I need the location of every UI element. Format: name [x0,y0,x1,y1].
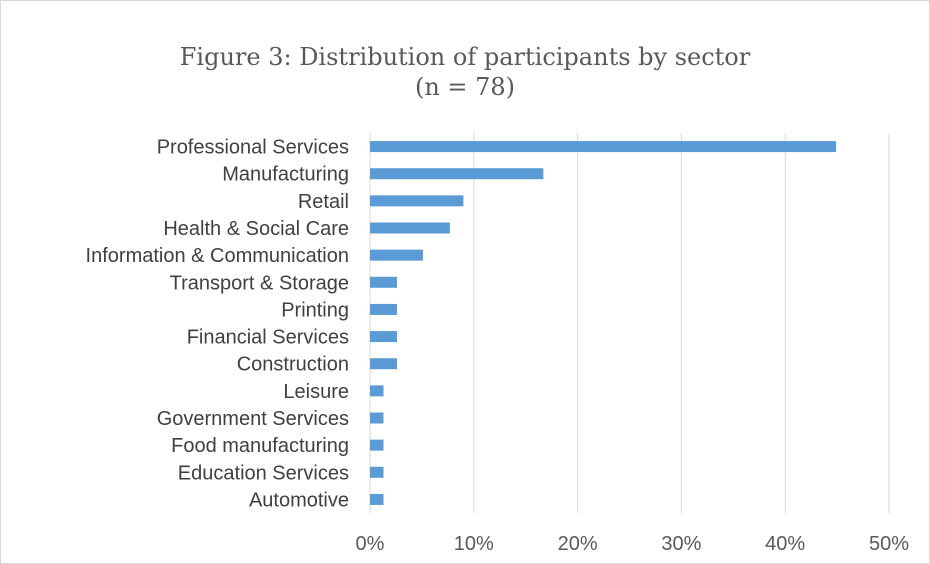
bar [370,331,397,343]
x-tick-label: 50% [869,533,909,555]
category-label: Food manufacturing [171,435,349,457]
category-label: Manufacturing [222,164,349,186]
chart-subtitle: (n = 78) [414,73,516,101]
category-label: Automotive [249,489,349,511]
bar [370,385,384,397]
category-label: Education Services [178,462,349,484]
bar [370,439,384,451]
category-label: Leisure [283,381,349,403]
chart-title: Figure 3: Distribution of participants b… [179,43,751,71]
category-label: Transport & Storage [170,272,349,294]
category-label: Government Services [157,408,349,430]
bar [370,195,464,207]
bar [370,222,450,234]
bar [370,303,397,315]
category-label: Health & Social Care [163,218,349,240]
x-tick-label: 30% [661,533,701,555]
bar [370,168,544,180]
category-label: Construction [237,354,349,376]
bar [370,466,384,478]
x-tick-label: 10% [454,533,494,555]
bar [370,493,384,505]
bar [370,358,397,370]
category-label: Information & Communication [86,245,349,267]
bar [370,412,384,424]
x-tick-label: 0% [356,533,385,555]
bar [370,141,837,153]
x-tick-label: 40% [765,533,805,555]
category-label: Financial Services [187,327,349,349]
category-label: Professional Services [157,137,349,159]
category-label: Retail [298,191,349,213]
category-label: Printing [281,299,349,321]
x-tick-label: 20% [558,533,598,555]
bar [370,276,397,288]
bar [370,249,423,261]
